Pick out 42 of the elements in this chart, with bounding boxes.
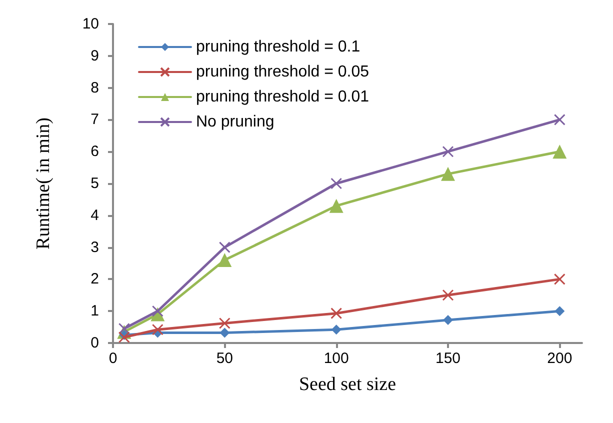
point (218, 317, 230, 329)
point (218, 253, 232, 268)
y-tick-label: 3 (90, 238, 99, 256)
y-tick-label: 6 (90, 143, 99, 160)
point (331, 324, 342, 335)
x-tick-label: 150 (435, 350, 461, 367)
point (220, 328, 230, 338)
legend-label: pruning threshold = 0.05 (196, 64, 370, 80)
x-tick-label: 50 (216, 350, 234, 367)
point (329, 198, 344, 213)
y-axis-title: Runtime( in min) (33, 118, 54, 250)
point (441, 166, 455, 181)
point (443, 315, 453, 326)
legend-label: pruning threshold = 0.01 (196, 88, 370, 106)
point (554, 273, 566, 285)
x-tick-label: 0 (108, 350, 118, 367)
point (330, 178, 342, 190)
point (442, 289, 454, 301)
x-tick-label: 200 (547, 350, 572, 367)
y-tick-label: 2 (90, 270, 99, 288)
y-tick-label: 8 (90, 79, 99, 96)
point (118, 322, 130, 334)
y-tick-label: 10 (82, 16, 99, 32)
legend-label: pruning threshold = 0.1 (196, 38, 360, 56)
point (442, 146, 454, 158)
y-tick-label: 4 (90, 206, 99, 224)
point (554, 114, 566, 126)
y-tick-label: 1 (90, 302, 99, 320)
y-tick-label: 0 (90, 334, 99, 352)
y-tick-label: 7 (90, 111, 99, 128)
y-tick-label: 9 (90, 47, 99, 64)
point (118, 332, 130, 344)
x-axis-title: Seed set size (298, 374, 396, 395)
point (552, 144, 567, 159)
point (152, 305, 164, 317)
legend-label: No pruning (196, 114, 274, 130)
point (218, 242, 230, 254)
point (152, 324, 164, 336)
point (330, 308, 342, 320)
x-tick-label: 100 (324, 350, 349, 367)
point (554, 306, 565, 316)
y-tick-label: 5 (90, 175, 99, 192)
